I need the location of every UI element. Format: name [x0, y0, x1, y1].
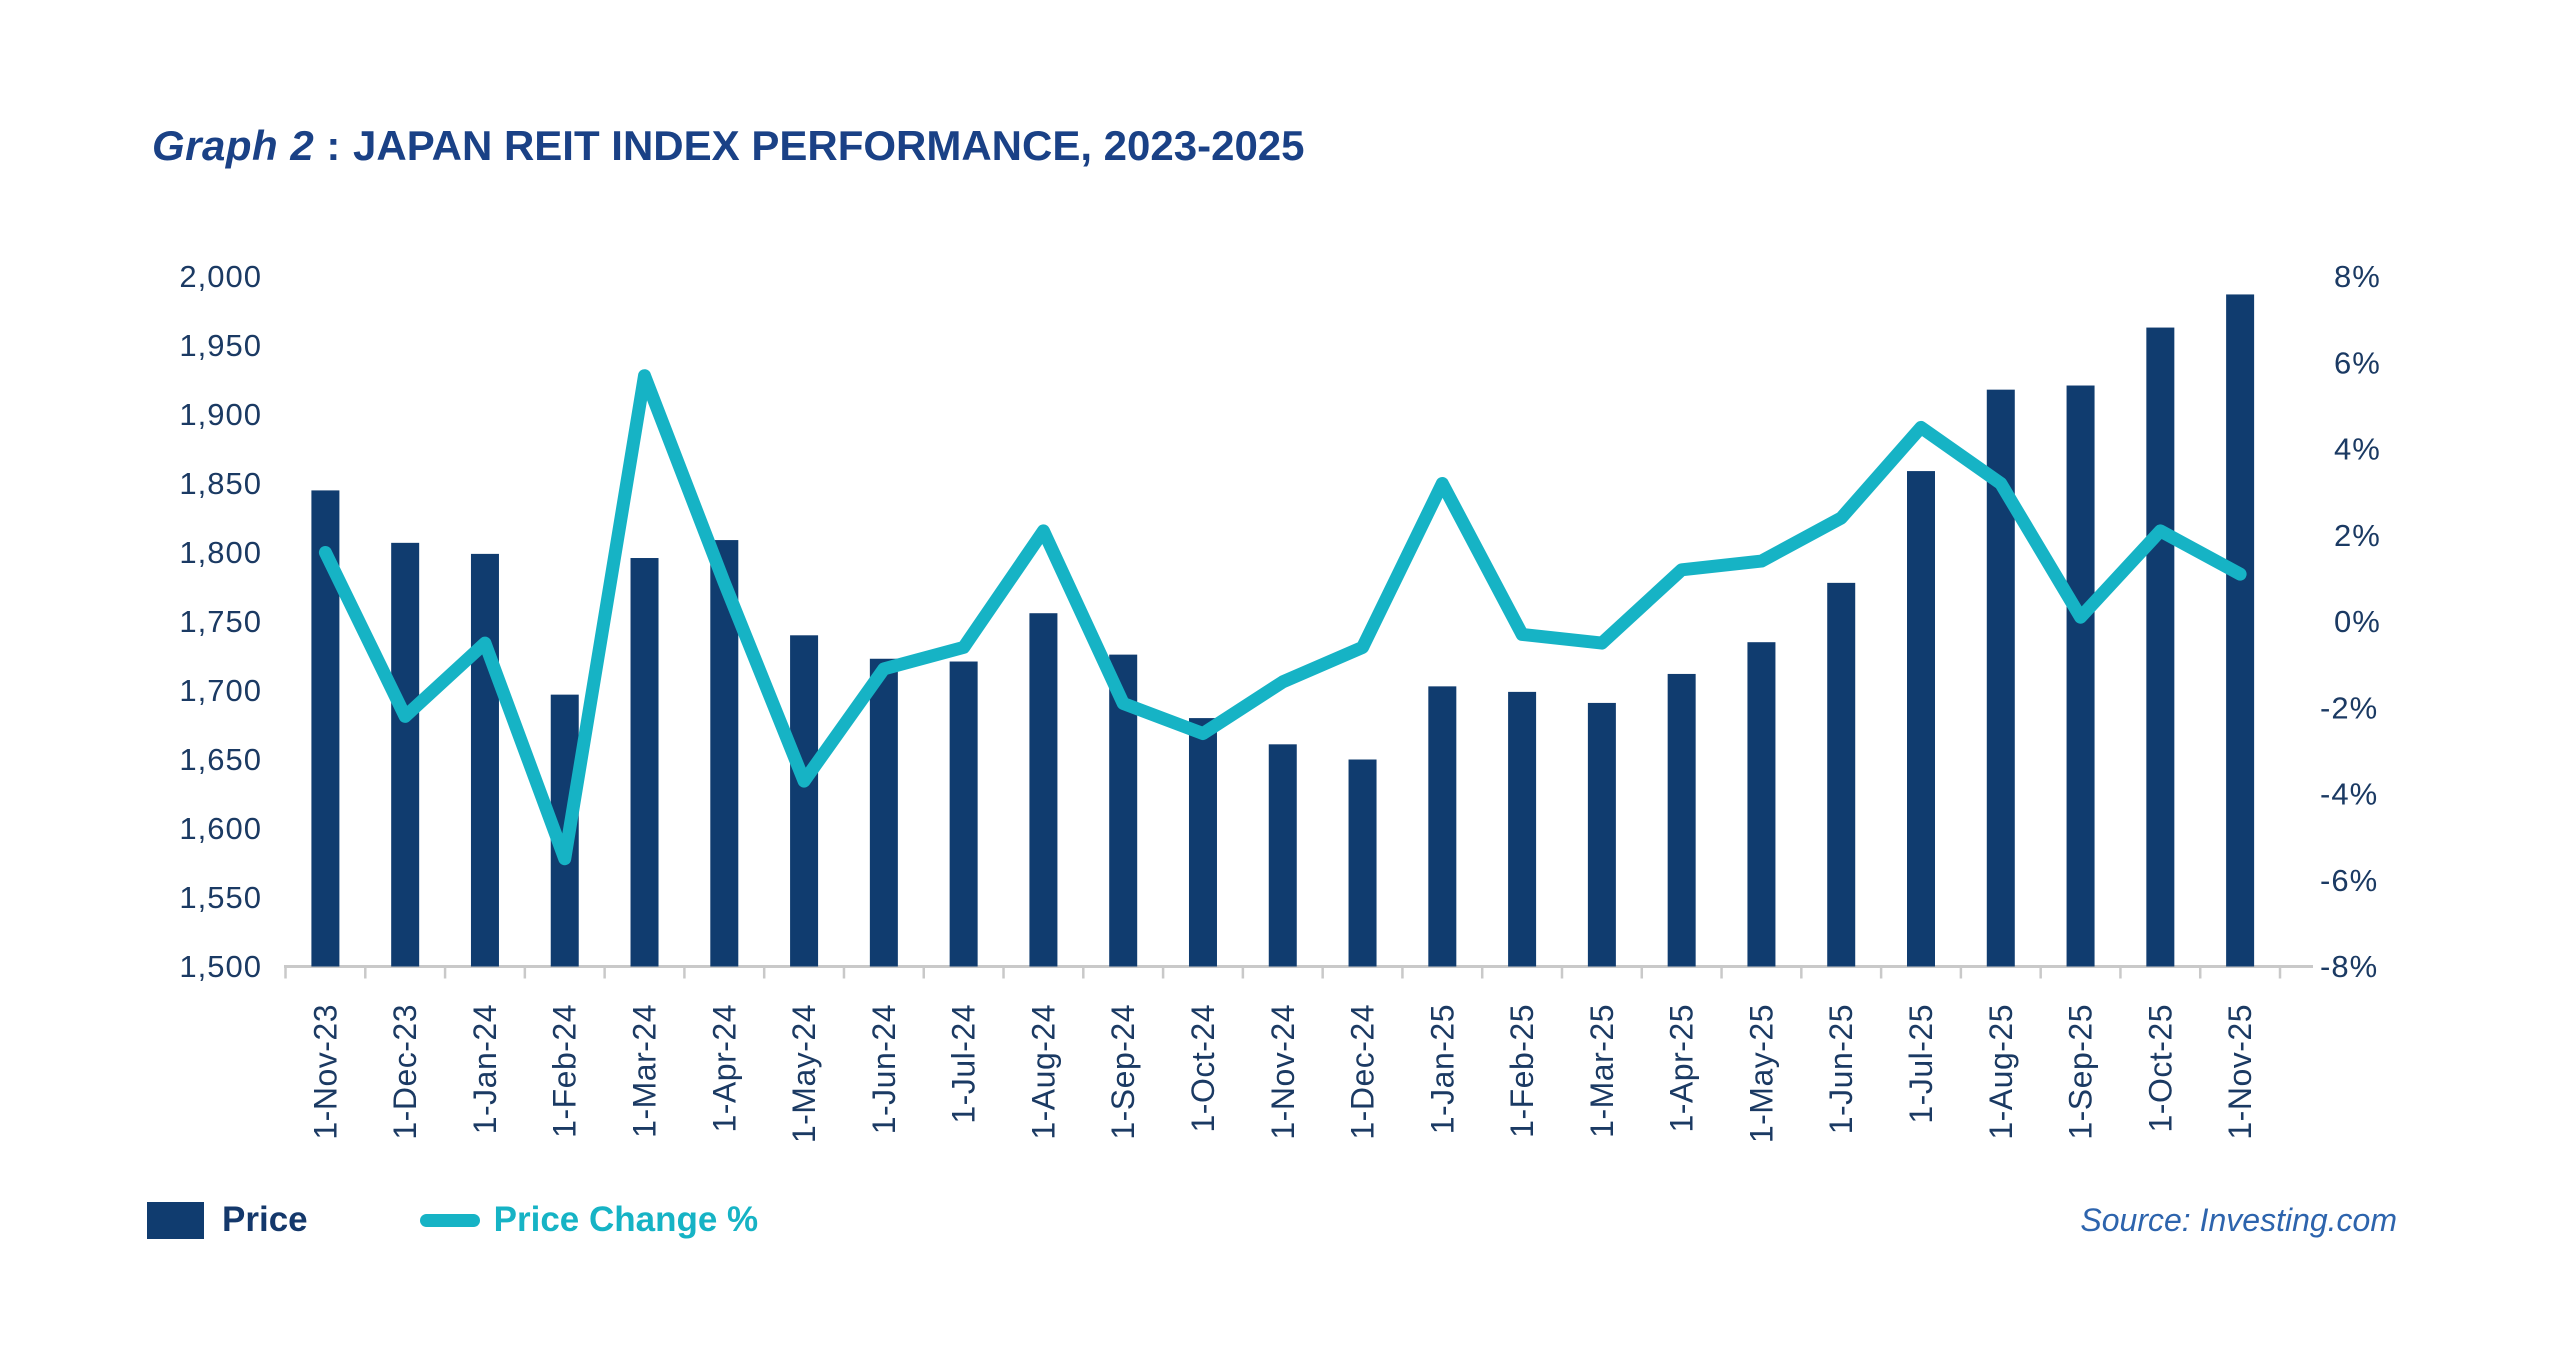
- x-tick-label: 1-Apr-25: [1664, 1004, 1700, 1133]
- y-left-tick-label: 1,950: [179, 328, 262, 363]
- x-tick-label: 1-Dec-23: [387, 1004, 423, 1140]
- x-tick-label: 1-Jul-25: [1903, 1004, 1939, 1124]
- price-bar: [1029, 613, 1058, 967]
- price-bar: [1827, 582, 1856, 967]
- y-left-tick-label: 1,650: [179, 742, 262, 777]
- price-bar: [1188, 718, 1217, 967]
- price-bar: [949, 661, 978, 967]
- y-right-tick-label: 2%: [2334, 518, 2381, 553]
- source-credit: Source: Investing.com: [2080, 1202, 2397, 1238]
- x-tick-label: 1-Nov-25: [2222, 1004, 2258, 1140]
- x-tick-label: 1-Jun-25: [1823, 1004, 1859, 1134]
- price-bar: [470, 553, 499, 967]
- x-tick-label: 1-Sep-25: [2063, 1004, 2099, 1140]
- y-right-tick-label: -4%: [2320, 777, 2378, 812]
- x-tick-label: 1-Jan-25: [1424, 1004, 1460, 1134]
- title-separator: :: [314, 122, 354, 169]
- price-bar-swatch-icon: [147, 1201, 204, 1239]
- y-right-tick-label: -8%: [2320, 949, 2378, 984]
- x-tick-label: 1-Sep-24: [1105, 1004, 1141, 1140]
- legend-item-price-change: Price Change %: [419, 1200, 759, 1240]
- x-tick-label: 1-Oct-25: [2142, 1004, 2178, 1132]
- x-tick-label: 1-Jul-24: [946, 1004, 982, 1124]
- y-left-tick-label: 2,000: [179, 259, 262, 294]
- price-bar: [2066, 385, 2095, 967]
- legend-price-change-label: Price Change %: [493, 1200, 759, 1239]
- x-tick-label: 1-Nov-23: [307, 1004, 343, 1140]
- price-bar: [790, 635, 819, 967]
- chart-legend: Price Price Change %: [147, 1196, 758, 1244]
- y-right-tick-label: -2%: [2320, 690, 2378, 725]
- y-right-tick-label: 0%: [2334, 604, 2381, 639]
- x-tick-label: 1-Nov-24: [1265, 1004, 1301, 1140]
- y-right-tick-label: 8%: [2334, 259, 2381, 294]
- y-right-tick-label: 6%: [2334, 345, 2381, 380]
- price-bar: [1907, 471, 1935, 967]
- x-tick-label: 1-May-25: [1743, 1004, 1779, 1143]
- x-tick-label: 1-Apr-24: [706, 1004, 742, 1133]
- y-left-tick-label: 1,700: [179, 673, 262, 708]
- y-left-tick-label: 1,600: [179, 811, 262, 846]
- legend-item-price: Price: [147, 1200, 420, 1240]
- x-tick-label: 1-Mar-24: [627, 1004, 663, 1138]
- title-graph-number: Graph 2: [152, 122, 315, 169]
- price-change-line-swatch-icon: [419, 1213, 480, 1227]
- price-bar: [1268, 744, 1297, 967]
- legend-price-label: Price: [222, 1200, 308, 1239]
- x-tick-label: 1-Jan-24: [467, 1004, 503, 1134]
- x-tick-label: 1-Oct-24: [1185, 1004, 1221, 1132]
- x-tick-label: 1-Mar-25: [1584, 1004, 1620, 1138]
- y-left-tick-label: 1,500: [179, 949, 262, 984]
- x-tick-label: 1-Dec-24: [1345, 1004, 1381, 1140]
- price-bar: [1747, 642, 1776, 967]
- price-bar: [2146, 327, 2175, 967]
- page-title: Graph 2 : JAPAN REIT INDEX PERFORMANCE, …: [152, 122, 1305, 170]
- price-bar: [1428, 686, 1457, 967]
- title-main-text: JAPAN REIT INDEX PERFORMANCE, 2023-2025: [353, 122, 1305, 169]
- price-bar: [2226, 294, 2255, 967]
- price-bar: [391, 542, 420, 967]
- x-tick-label: 1-May-24: [786, 1004, 822, 1143]
- price-bar: [1667, 673, 1696, 967]
- y-left-tick-label: 1,800: [179, 535, 262, 570]
- x-tick-label: 1-Aug-24: [1025, 1004, 1061, 1140]
- price-change-line: [318, 369, 2247, 866]
- y-left-tick-label: 1,900: [179, 397, 262, 432]
- x-tick-label: 1-Aug-25: [1983, 1004, 2019, 1140]
- y-right-tick-label: 4%: [2334, 432, 2381, 467]
- price-bar: [1508, 691, 1537, 967]
- price-bar: [630, 558, 659, 967]
- y-left-tick-label: 1,550: [179, 880, 262, 915]
- x-tick-label: 1-Feb-24: [547, 1004, 583, 1138]
- y-left-tick-label: 1,750: [179, 604, 262, 639]
- x-tick-label: 1-Feb-25: [1504, 1004, 1540, 1138]
- y-right-tick-label: -6%: [2320, 863, 2378, 898]
- x-tick-label: 1-Jun-24: [866, 1004, 902, 1134]
- y-left-tick-label: 1,850: [179, 466, 262, 501]
- price-bar: [1348, 759, 1377, 967]
- price-bar: [869, 658, 898, 967]
- price-bar: [1587, 702, 1616, 967]
